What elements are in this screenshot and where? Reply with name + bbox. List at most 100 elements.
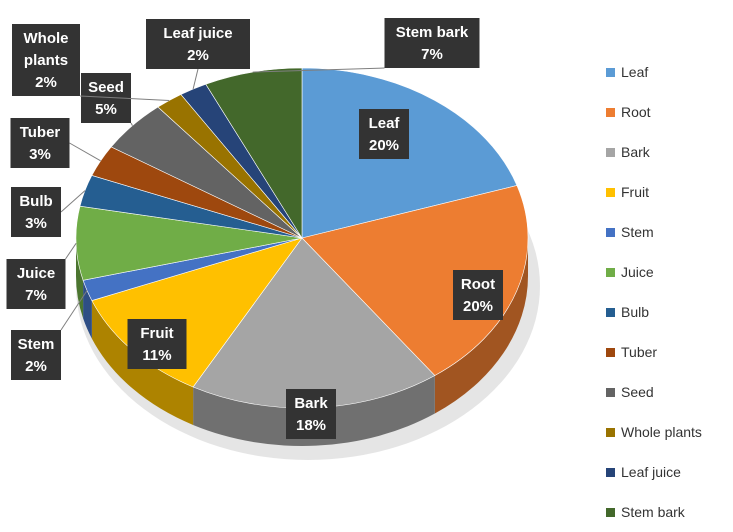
data-label-box <box>146 19 250 69</box>
legend-swatch <box>606 187 615 197</box>
data-label-name: Juice <box>17 265 55 282</box>
data-label-box <box>6 259 66 309</box>
data-label: Whole plants 2% <box>12 24 80 96</box>
legend-swatch <box>606 267 615 277</box>
data-label-name: Root <box>461 276 495 293</box>
data-labels: Leaf 20% Root 20% Bark 18% Fruit 11% Stem 2% Juice… <box>6 18 503 439</box>
data-label-box <box>127 319 187 369</box>
legend-item: Juice <box>606 252 731 292</box>
leader-line <box>79 95 170 101</box>
legend-item: Seed <box>606 372 731 412</box>
data-label: Bulb 3% <box>11 187 61 237</box>
legend-item: Whole plants <box>606 412 731 452</box>
data-label-name: Leaf juice <box>163 25 232 42</box>
legend-item: Root <box>606 92 731 132</box>
pie-slice-root <box>301 185 529 376</box>
data-label-value: 18% <box>296 417 326 434</box>
legend-item: Fruit <box>606 172 731 212</box>
data-label-name: Leaf <box>369 115 401 132</box>
pie-side-stem <box>83 280 92 339</box>
data-label-name: Seed <box>88 79 124 96</box>
legend-label: Juice <box>621 264 654 280</box>
data-label-box <box>11 187 61 237</box>
legend-label: Whole plants <box>621 424 702 440</box>
data-label-box <box>359 109 409 159</box>
data-label: Stem 2% <box>11 330 61 380</box>
legend-label: Root <box>621 104 651 120</box>
data-label-name: Whole <box>24 30 69 47</box>
leader-line <box>65 243 77 260</box>
legend-item: Leaf <box>606 52 731 92</box>
leader-line <box>60 290 88 331</box>
legend-label: Stem bark <box>621 504 685 520</box>
legend-swatch <box>606 507 615 517</box>
leader-line <box>130 122 133 126</box>
data-label-value: 3% <box>25 215 47 232</box>
legend-swatch <box>606 147 615 157</box>
legend-swatch <box>606 387 615 397</box>
data-label-value: 2% <box>25 358 47 375</box>
data-label-name: Fruit <box>140 325 173 342</box>
legend-swatch <box>606 227 615 237</box>
data-label-value: 3% <box>29 146 51 163</box>
data-label-value: 2% <box>35 74 57 91</box>
legend: Leaf Root Bark Fruit Stem Juice Bulb Tuber Seed W… <box>606 52 731 532</box>
leader-line <box>60 190 86 213</box>
data-label-box <box>12 24 80 96</box>
pie-chart: Leaf 20% Root 20% Bark 18% Fruit 11% Stem 2% Juice… <box>6 18 702 520</box>
data-label-box <box>453 270 503 320</box>
pie-plot: Leaf 20% Root 20% Bark 18% Fruit 11% Stem 2% Juice… <box>6 18 540 460</box>
legend-swatch <box>606 427 615 437</box>
data-label: Juice 7% <box>6 259 66 309</box>
pie-side-juice <box>76 238 84 319</box>
leader-line <box>69 142 101 162</box>
legend-swatch <box>606 467 615 477</box>
data-label-value: 20% <box>463 298 493 315</box>
legend-item: Bulb <box>606 292 731 332</box>
data-label-value: 11% <box>142 347 171 364</box>
data-label-value: 7% <box>25 287 47 304</box>
legend-label: Stem <box>621 224 654 240</box>
legend-label: Bulb <box>621 304 650 320</box>
legend-item: Stem bark <box>606 492 731 532</box>
legend-label: Leaf juice <box>621 464 681 480</box>
legend-label: Fruit <box>621 184 649 200</box>
data-label-value: 7% <box>421 46 443 63</box>
legend-swatch <box>606 307 615 317</box>
data-label: Stem bark 7% <box>384 18 480 68</box>
data-label: Fruit 11% <box>127 319 187 369</box>
pie-side-root <box>434 238 528 414</box>
legend-swatch <box>606 107 615 117</box>
data-label-name: Stem bark <box>396 24 469 41</box>
data-label-name: Bulb <box>19 193 52 210</box>
legend-item: Tuber <box>606 332 731 372</box>
data-label-box <box>286 389 336 439</box>
legend-swatch <box>606 347 615 357</box>
leader-line <box>252 67 385 73</box>
legend-item: Stem <box>606 212 731 252</box>
leader-line <box>192 68 199 90</box>
data-label-name: Stem <box>18 336 55 353</box>
data-label: Leaf 20% <box>359 109 409 159</box>
data-label: Tuber 3% <box>10 118 70 168</box>
data-label-name: Tuber <box>20 124 61 141</box>
data-label-name: Bark <box>294 395 328 412</box>
legend-item: Bark <box>606 132 731 172</box>
legend-swatch <box>606 67 615 77</box>
legend-label: Seed <box>621 384 654 400</box>
data-label-value: 2% <box>187 47 209 64</box>
data-label-name: plants <box>24 52 68 69</box>
legend-label: Bark <box>621 144 650 160</box>
legend-label: Tuber <box>621 344 658 360</box>
legend-item: Leaf juice <box>606 452 731 492</box>
data-label: Bark 18% <box>286 389 336 439</box>
data-label: Root 20% <box>453 270 503 320</box>
data-label-box <box>384 18 480 68</box>
data-label-box <box>11 330 61 380</box>
data-label-value: 5% <box>95 101 117 118</box>
data-label-value: 20% <box>369 137 399 154</box>
data-label: Leaf juice 2% <box>146 19 250 69</box>
pie-slices <box>75 67 529 409</box>
legend-label: Leaf <box>621 64 649 80</box>
data-label-box <box>10 118 70 168</box>
